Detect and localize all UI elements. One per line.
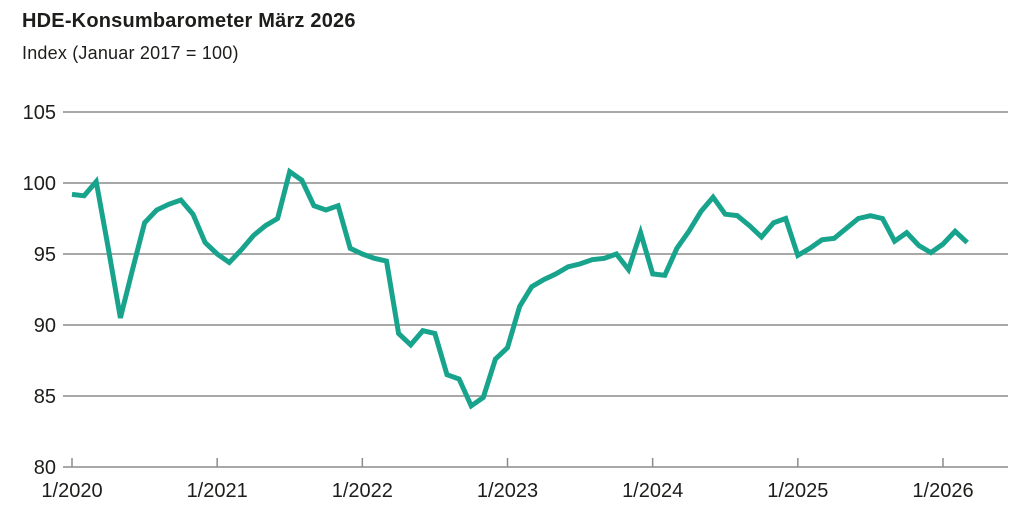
konsumbarometer-series-line — [71, 167, 969, 410]
y-tick-label: 90 — [34, 315, 56, 337]
x-tick-label: 1/2022 — [332, 480, 393, 502]
x-tick-label: 1/2024 — [622, 480, 683, 502]
y-tick-label: 80 — [34, 457, 56, 479]
y-tick-label: 105 — [23, 102, 56, 124]
x-tick-label: 1/2020 — [41, 480, 102, 502]
x-tick-label: 1/2025 — [767, 480, 828, 502]
x-tick-label: 1/2026 — [912, 480, 973, 502]
chart-title: HDE-Konsumbarometer März 2026 — [22, 10, 356, 32]
x-tick-label: 1/2021 — [187, 480, 248, 502]
y-tick-label: 100 — [23, 173, 56, 195]
y-tick-label: 95 — [34, 244, 56, 266]
x-tick-label: 1/2023 — [477, 480, 538, 502]
y-tick-label: 85 — [34, 386, 56, 408]
chart-header: HDE-Konsumbarometer März 2026 Index (Jan… — [22, 10, 356, 64]
chart-subtitle: Index (Januar 2017 = 100) — [22, 43, 239, 63]
